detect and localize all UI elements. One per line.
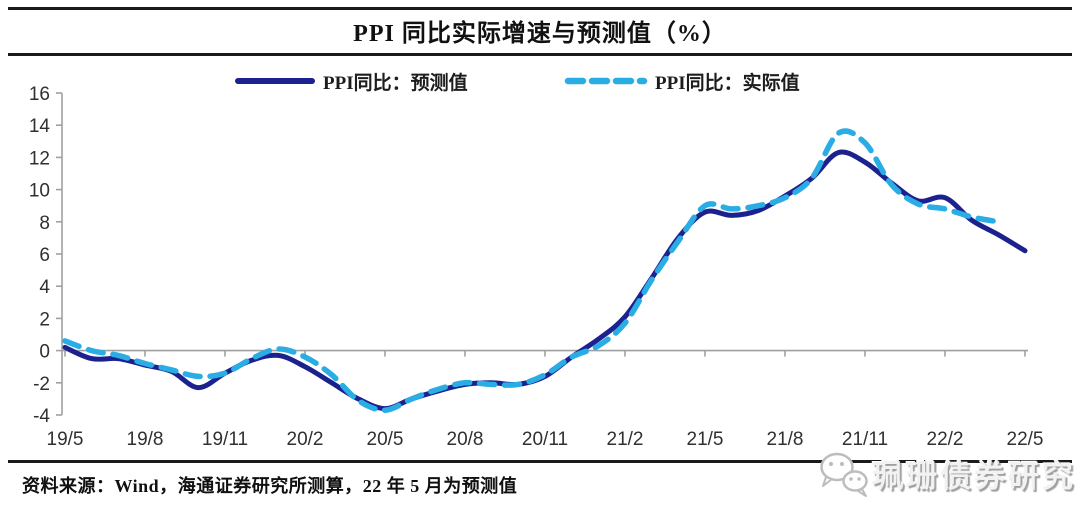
legend-label-actual: PPI同比：实际值 [655, 72, 800, 94]
x-axis-label: 22/5 [1007, 429, 1044, 450]
title-bottom-divider [8, 53, 1072, 56]
wechat-icon [820, 452, 868, 497]
y-axis-label: 0 [39, 342, 50, 363]
x-axis-label: 19/5 [47, 429, 84, 450]
y-axis-label: 10 [29, 181, 50, 202]
x-axis-label: 21/8 [767, 429, 804, 450]
forecast-line-series [62, 149, 1028, 412]
legend: PPI同比：预测值 PPI同比：实际值 [0, 68, 1080, 94]
y-axis-label: 8 [39, 213, 50, 234]
legend-label-forecast: PPI同比：预测值 [323, 72, 468, 94]
dashed-line-swatch-icon [564, 77, 648, 85]
y-axis-label: 14 [29, 116, 51, 137]
x-axis-label: 21/11 [842, 429, 888, 450]
x-axis-label: 20/11 [522, 429, 568, 450]
top-divider [8, 7, 1072, 10]
solid-line-swatch-icon [235, 78, 315, 84]
source-note: 资料来源：Wind，海通证券研究所测算，22 年 5 月为预测值 [22, 476, 518, 496]
y-axis-label: 16 [29, 84, 50, 105]
y-axis-label: 6 [39, 245, 50, 266]
y-axis-label: -2 [33, 374, 50, 395]
x-axis-label: 20/2 [287, 429, 324, 450]
legend-item-actual: PPI同比：实际值 [564, 68, 800, 94]
x-axis-label: 21/5 [687, 429, 724, 450]
y-axis-label: 4 [39, 277, 50, 298]
page-title: PPI 同比实际增速与预测值（%） [353, 21, 727, 47]
bottom-divider [8, 460, 1072, 463]
x-axis-label: 20/8 [447, 429, 484, 450]
actual-line-series [62, 128, 1002, 413]
x-axis-label: 21/2 [607, 429, 644, 450]
watermark: 珮珊债券研究 [816, 448, 1076, 498]
x-axis-label: 19/11 [202, 429, 248, 450]
watermark-text: 珮珊债券研究 [872, 458, 1076, 494]
y-axis-label: 2 [39, 309, 50, 330]
x-axis-label: 22/2 [927, 429, 964, 450]
x-axis-label: 19/8 [127, 429, 164, 450]
y-axis-label: 12 [29, 148, 50, 169]
legend-item-forecast: PPI同比：预测值 [234, 68, 468, 94]
y-axis-label: -4 [33, 406, 50, 427]
x-axis-label: 20/5 [367, 429, 404, 450]
